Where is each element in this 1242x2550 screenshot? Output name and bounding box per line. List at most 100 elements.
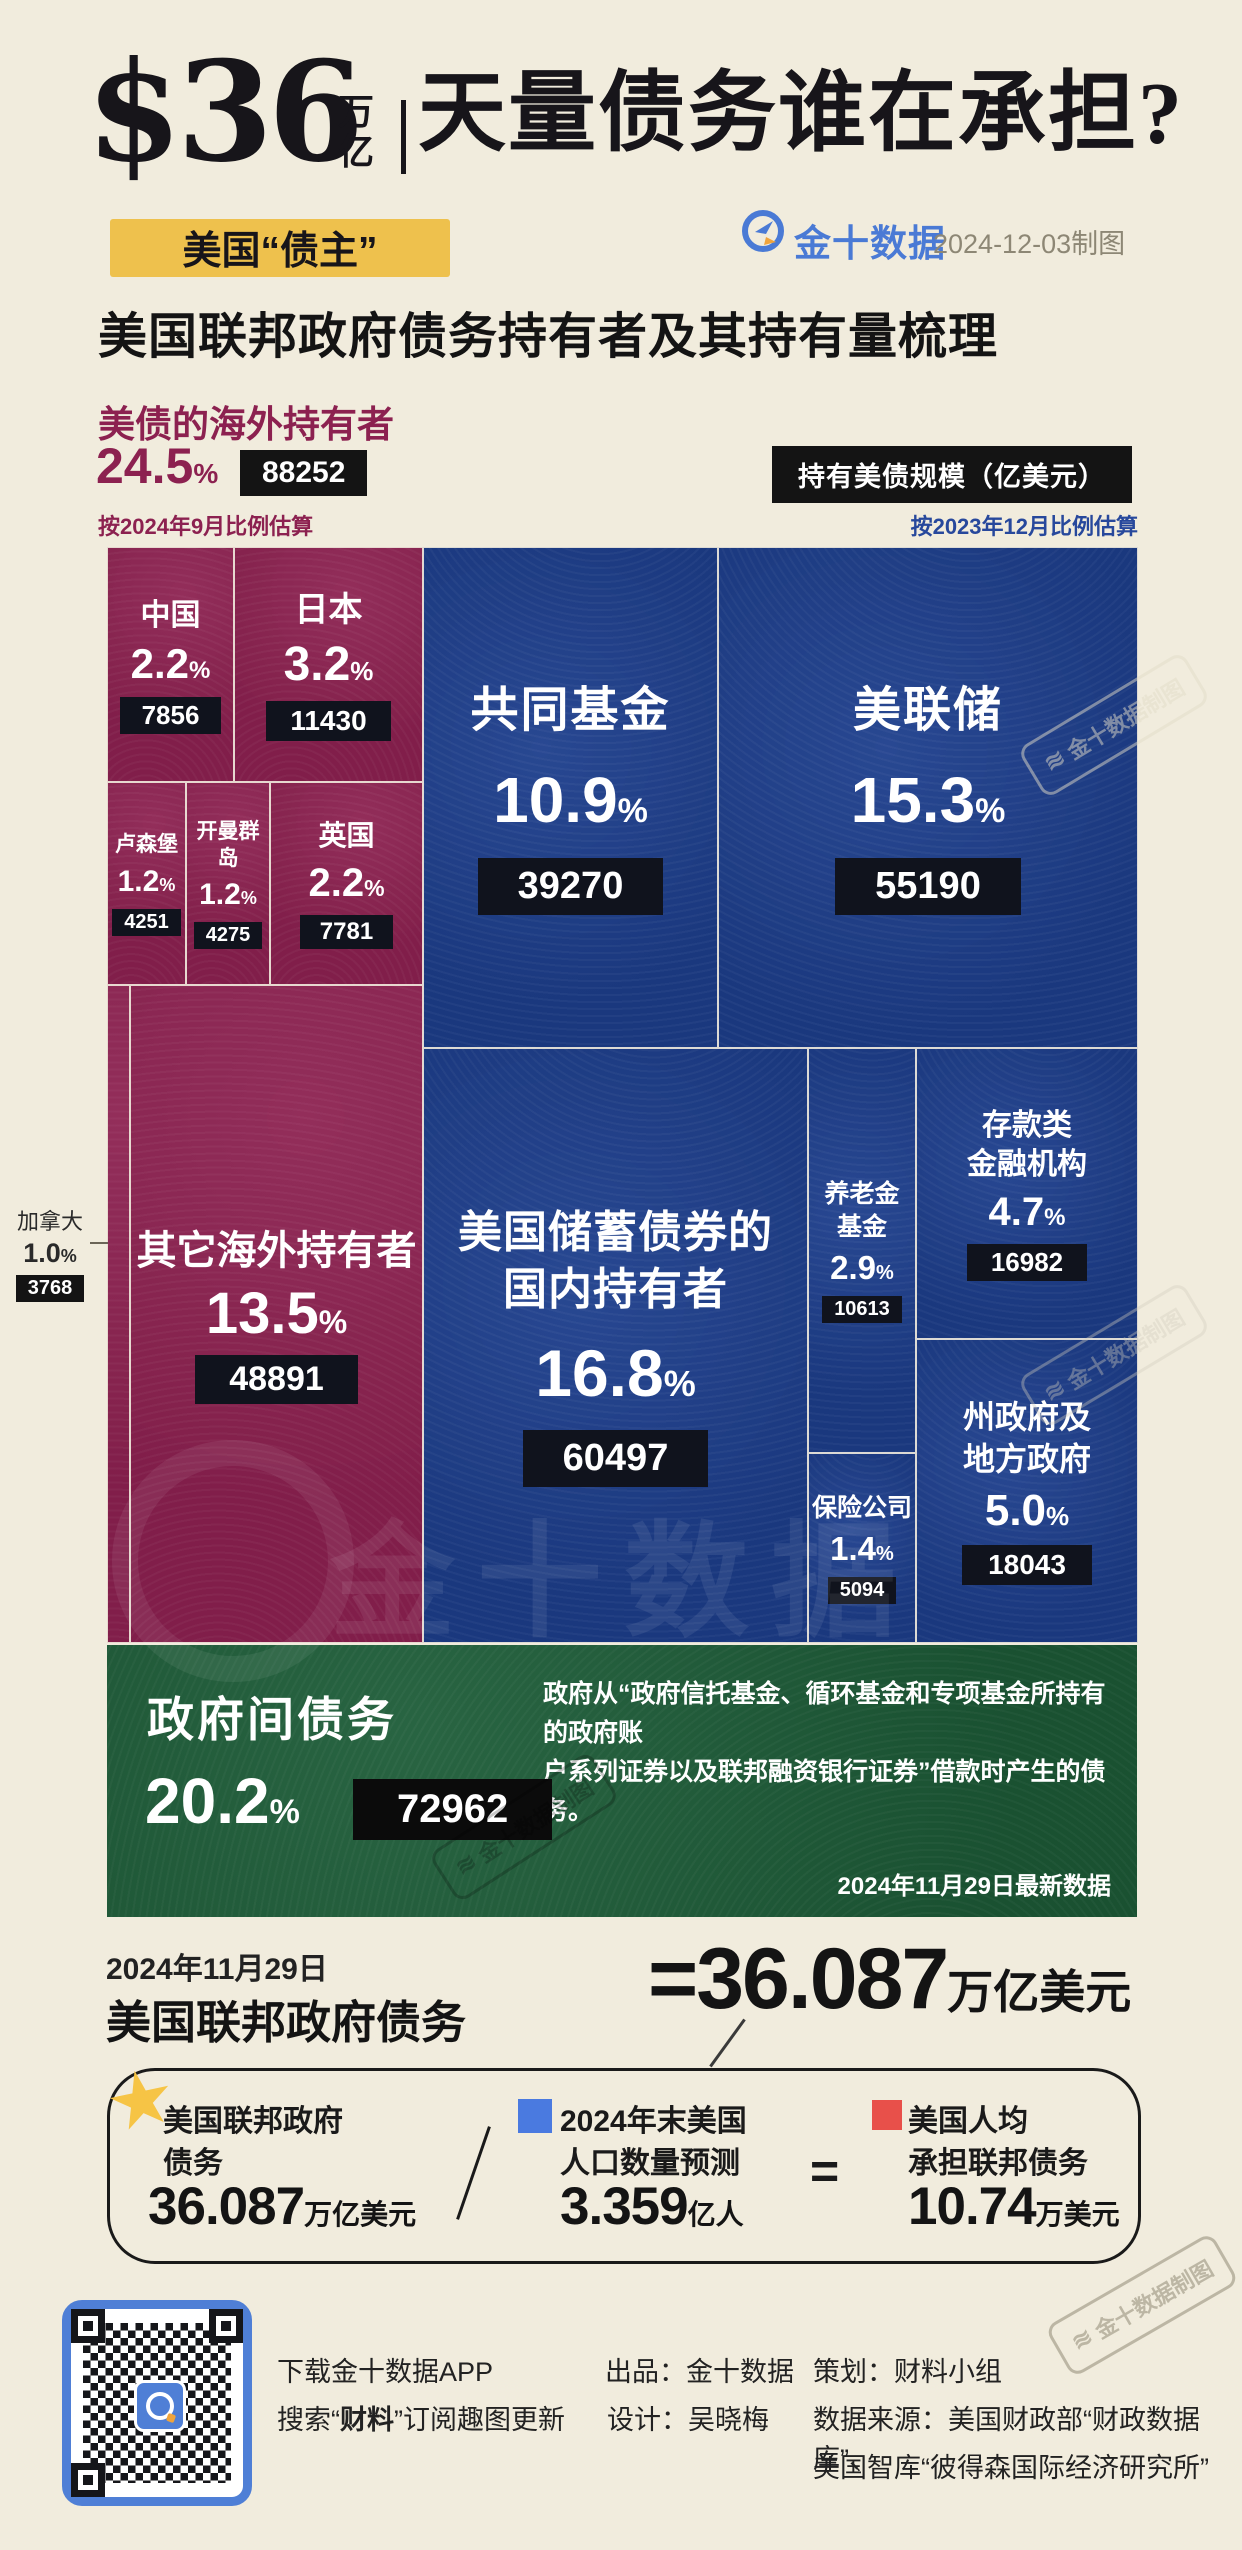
unit-top: 万 (338, 91, 375, 132)
header-divider (401, 100, 406, 174)
percent-sign: % (318, 1303, 348, 1340)
intragov-desc-line2: 户系列证券以及联邦融资银行证券”借款时产生的债务。 (543, 1758, 1106, 1825)
percent-number: 13.5 (205, 1280, 319, 1346)
qr-code (62, 2300, 252, 2506)
population-line1: 2024年末美国 (560, 2105, 747, 2138)
percent-sign: % (240, 888, 257, 909)
percent-sign: % (1044, 1204, 1066, 1231)
cell-value: 7856 (119, 696, 222, 734)
brand-name: 金十数据 (794, 223, 946, 264)
canada-connector-line (90, 1242, 108, 1244)
cell-value: 16982 (966, 1244, 1088, 1281)
cell-value: 39270 (477, 858, 664, 916)
footer-planner: 策划：财料小组 (813, 2350, 1002, 2389)
treemap-cell-mutual-funds: 共同基金 10.9% 39270 (423, 547, 718, 1048)
headline-amount: $36 (86, 30, 364, 193)
cell-value: 11430 (266, 700, 391, 741)
domestic-estimate-note: 按2023年12月比例估算 (910, 514, 1138, 539)
population-line2: 人口数量预测 (560, 2147, 740, 2180)
intragov-percent: 20.2% (145, 1769, 300, 1833)
cell-label: 其它海外持有者 (136, 1228, 417, 1273)
percent-sign: % (1046, 1500, 1070, 1531)
summary-label: 美国联邦政府债务 (106, 1997, 467, 2048)
creditor-badge: 美国“债主” (110, 219, 450, 277)
footer-app-line: 下载金十数据APP (277, 2357, 494, 2387)
cell-percent: 2.2% (308, 863, 384, 903)
percapita-line1: 美国人均 (908, 2105, 1028, 2138)
equation-box (107, 2068, 1141, 2264)
qr-finder-icon (71, 2463, 105, 2497)
cell-label-line1: 存款类 (982, 1109, 1072, 1142)
foreign-holders-value: 88252 (240, 450, 368, 496)
cell-label: 卢森堡 (115, 833, 178, 857)
cell-label-line1: 养老金 (824, 1180, 900, 1208)
percent-number: 20.2 (145, 1765, 270, 1837)
cell-value: 10613 (822, 1296, 902, 1323)
percent-sign: % (663, 1363, 696, 1405)
chart-made-date: 2024-12-03制图 (933, 229, 1126, 259)
cell-label: 日本 (294, 591, 363, 630)
cell-label: 英国 (318, 820, 375, 852)
footer-subscribe-line: 搜索“财料”订阅趣图更新 (277, 2398, 565, 2437)
wave-icon: ≋ (1039, 1374, 1069, 1408)
population-legend-square (518, 2099, 552, 2133)
cell-label: 开曼群岛 (196, 819, 260, 870)
qr-center-logo-icon (134, 2380, 186, 2432)
subscribe-suffix: ”订阅趣图更新 (394, 2405, 565, 2435)
cell-value: 48891 (195, 1354, 358, 1404)
intragov-date-note: 2024年11月29日最新数据 (837, 1873, 1111, 1900)
cell-percent: 1.4% (830, 1532, 894, 1565)
cell-label: 共同基金 (470, 683, 671, 737)
percapita-value: 10.74万美元 (908, 2176, 1120, 2237)
footer-designer: 设计：吴晓梅 (607, 2398, 769, 2437)
value-unit: 亿人 (687, 2199, 744, 2230)
percent-number: 15.3 (850, 764, 976, 837)
cell-percent: 10.9% (493, 768, 648, 832)
scale-unit-box: 持有美债规模（亿美元） (772, 446, 1132, 503)
stamp-text: 金十数据制图 (1090, 2255, 1218, 2344)
subscribe-prefix: 搜索“ (277, 2405, 340, 2435)
cell-percent: 16.8% (535, 1340, 695, 1406)
debt-value: 36.087万亿美元 (148, 2176, 416, 2237)
cell-label-line2: 基金 (836, 1212, 887, 1241)
qr-finder-icon (71, 2309, 105, 2343)
designer-label: 设计： (607, 2405, 688, 2435)
jin10-logo-icon (742, 210, 784, 252)
cell-value: 7781 (299, 914, 394, 949)
cell-percent: 5.0% (985, 1488, 1070, 1533)
foreign-holders-title: 美债的海外持有者 (98, 404, 394, 445)
equals-sign: = (810, 2143, 840, 2199)
cell-percent: 4.7% (989, 1192, 1066, 1232)
footer-source-line1: 数据来源：美国财政部“财政数据库”、 (813, 2405, 1200, 2474)
watermark-brand-text: 金十数据 (330, 1513, 918, 1652)
treemap-cell-fed: 美联储 15.3% 55190 (718, 547, 1138, 1048)
cell-label: 美联储 (852, 683, 1003, 737)
cell-percent: 3.2% (284, 640, 374, 689)
cell-label-line2: 金融机构 (967, 1148, 1087, 1181)
cell-value: 18043 (962, 1544, 1092, 1585)
value-number: 10.74 (908, 2177, 1037, 2236)
value-number: 36.087 (148, 2177, 305, 2236)
percapita-line2: 承担联邦债务 (908, 2147, 1088, 2180)
treemap-cell-state-local: 州政府及 地方政府 5.0% 18043 (916, 1339, 1138, 1643)
total-value: =36.087 (648, 1931, 949, 2027)
cell-label: 中国 (140, 598, 201, 632)
percent-number: 2.2 (308, 860, 365, 905)
treemap-cell-japan: 日本 3.2% 11430 (234, 547, 423, 782)
page-title: 天量债务谁在承担? (418, 66, 1185, 163)
intragov-description: 政府从“政府信托基金、循环基金和专项基金所持有的政府账 户系列证券以及联邦融资银… (543, 1675, 1121, 1831)
percent-number: 2.2 (130, 639, 190, 687)
percent-number: 16.8 (535, 1336, 664, 1411)
percent-number: 1.2 (117, 864, 160, 898)
cell-percent: 2.2% (130, 639, 211, 687)
percent-number: 1.0 (23, 1238, 61, 1268)
cell-percent: 15.3% (851, 768, 1006, 832)
producer-value: 金十数据 (686, 2357, 794, 2387)
percent-number: 2.9 (830, 1249, 877, 1286)
percent-number: 24.5 (96, 438, 194, 494)
cell-label: 保险公司 (811, 1493, 912, 1522)
percapita-legend-square (872, 2100, 902, 2130)
treemap-cell-cayman: 开曼群岛 1.2% 4275 (186, 782, 270, 985)
total-unit: 万亿美元 (947, 1966, 1132, 2018)
